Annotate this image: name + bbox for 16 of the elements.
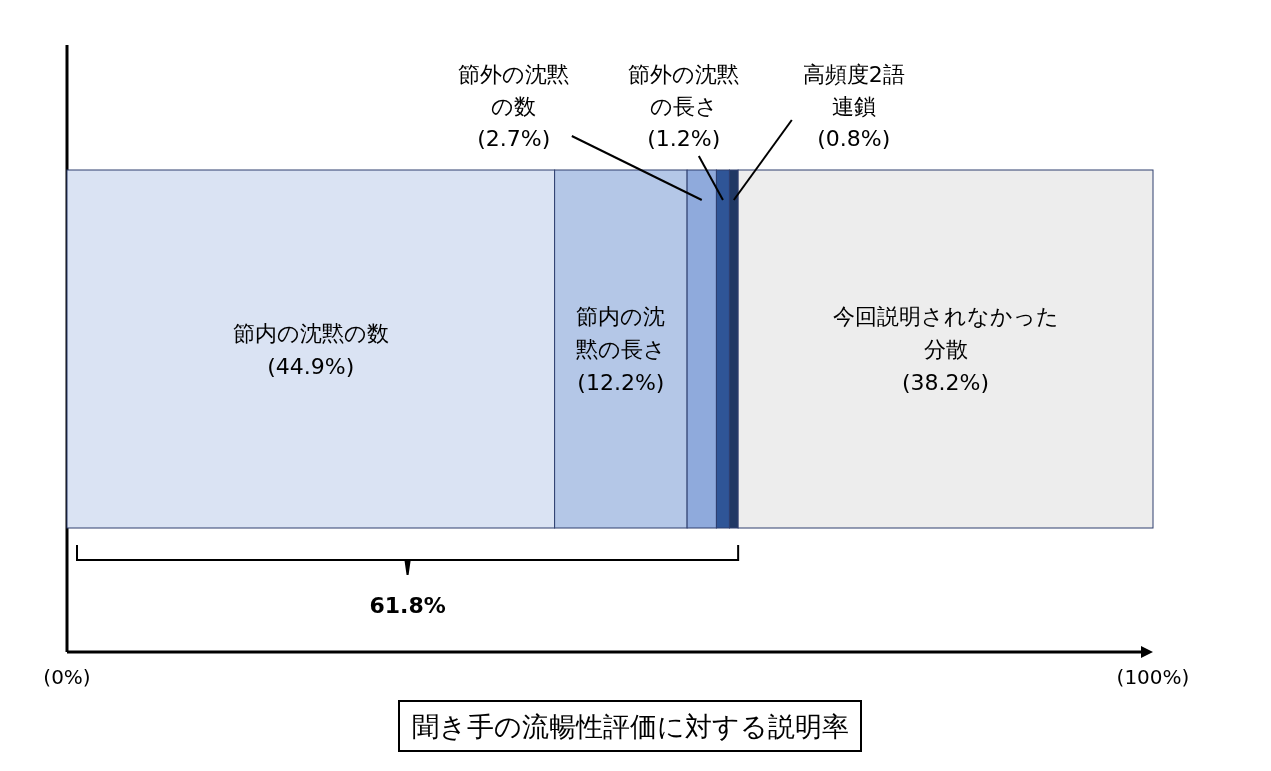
text: 高頻度2語連鎖 bbox=[802, 62, 905, 119]
data-label: (1.2%) bbox=[647, 126, 721, 151]
data-label: (44.9%) bbox=[267, 353, 355, 379]
x-axis-title: 聞き手の流暢性評価に対する説明率 bbox=[411, 711, 849, 742]
series-label: 節内の沈黙の数 bbox=[232, 320, 389, 346]
series-label: 節内の沈黙の長さ bbox=[575, 304, 666, 362]
data-label: (2.7%) bbox=[477, 126, 551, 151]
text: 節外の沈黙の数 bbox=[458, 62, 570, 119]
data-label: (0.8%) bbox=[817, 126, 891, 151]
text: 節外の沈黙の長さ bbox=[628, 62, 740, 119]
series-label: 今回説明されなかった分散 bbox=[832, 304, 1059, 362]
annotation: 61.8% bbox=[369, 593, 446, 618]
x-tick-label: (0%) bbox=[43, 665, 91, 689]
x-tick-label: (100%) bbox=[1116, 665, 1190, 689]
data-label: (12.2%) bbox=[577, 370, 665, 395]
data-label: (38.2%) bbox=[902, 370, 990, 395]
